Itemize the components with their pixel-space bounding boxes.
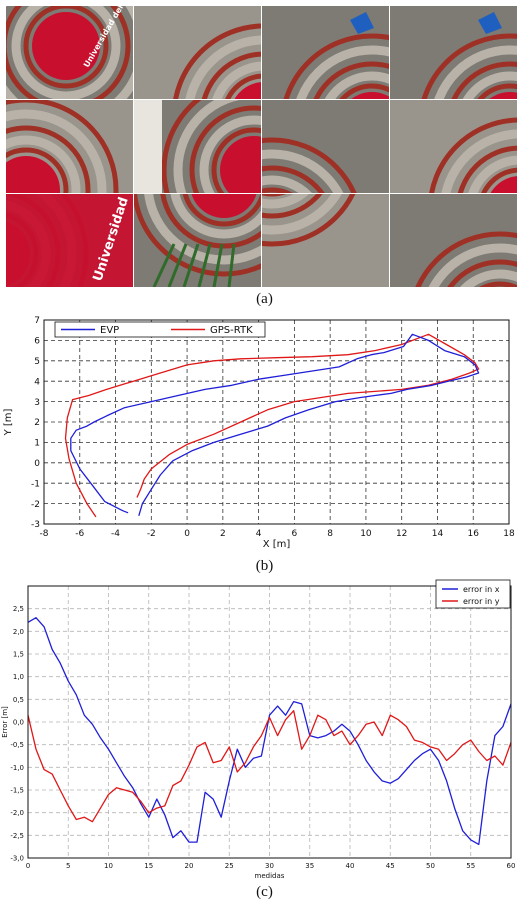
x-tick-label: 8 xyxy=(327,529,333,539)
y-tick-label: 2 xyxy=(34,418,40,428)
grid xyxy=(27,586,512,859)
y-tick-label: 1,0 xyxy=(13,673,24,681)
x-tick-label: 55 xyxy=(466,862,475,870)
x-tick-label: 25 xyxy=(225,862,234,870)
y-tick-label: -1,5 xyxy=(10,786,24,794)
aerial-photo xyxy=(262,6,389,99)
x-tick-label: -4 xyxy=(111,529,120,539)
x-tick-label: 2 xyxy=(220,529,226,539)
series-line-gps-rtk xyxy=(64,333,480,518)
aerial-photo xyxy=(390,6,517,99)
legend: EVP GPS-RTK xyxy=(54,321,266,338)
plot-frame xyxy=(27,585,512,859)
aerial-photo: Universidad del Valle xyxy=(6,194,133,287)
y-tick-label: 7 xyxy=(34,316,40,326)
photo-tile xyxy=(134,100,261,193)
x-tick-label: -8 xyxy=(40,529,49,539)
y-axis-label: Error [m] xyxy=(1,706,9,738)
y-tick-label: 1,5 xyxy=(13,650,24,658)
x-tick-label: 5 xyxy=(66,862,70,870)
aerial-photo: Universidad del Valle xyxy=(6,6,133,99)
legend-label: GPS-RTK xyxy=(210,325,253,336)
x-tick-label: 6 xyxy=(292,529,298,539)
error-chart: 0 5 10 15 20 25 30 35 40 45 50 55 60 -3,0 -2,5 -2,0 -1,5… xyxy=(1,579,516,880)
x-tick-label: 45 xyxy=(386,862,395,870)
y-tick-label: 2,5 xyxy=(13,605,24,613)
y-axis-label: Y [m] xyxy=(3,408,14,436)
y-tick-label: 3 xyxy=(34,398,40,408)
y-tick-label: 0 xyxy=(34,459,40,469)
legend-box xyxy=(435,579,511,609)
plot-frame xyxy=(43,319,510,525)
photo-tile xyxy=(262,6,389,99)
legend-label: error in x xyxy=(463,585,500,594)
x-tick-label: 4 xyxy=(256,529,262,539)
y-tick-label: 1 xyxy=(34,439,40,449)
x-tick-label: 15 xyxy=(144,862,153,870)
x-tick-label: 30 xyxy=(265,862,274,870)
x-tick-label: 50 xyxy=(426,862,435,870)
x-tick-label: -6 xyxy=(75,529,84,539)
photo-tile xyxy=(390,194,517,287)
photo-tile xyxy=(134,6,261,99)
x-axis-label: medidas xyxy=(255,872,285,880)
x-tick-label: 10 xyxy=(360,529,372,539)
y-tick-label: 0,0 xyxy=(13,718,24,726)
x-tick-label: 60 xyxy=(507,862,516,870)
y-tick-label: -2 xyxy=(31,500,40,510)
photo-tile xyxy=(134,194,261,287)
y-tick-label: 2,0 xyxy=(13,628,24,636)
series-line-evp xyxy=(70,333,480,516)
x-axis-label: X [m] xyxy=(263,539,291,550)
x-tick-label: 35 xyxy=(305,862,314,870)
x-tick-label: 0 xyxy=(26,862,30,870)
aerial-photo xyxy=(134,194,261,287)
x-tick-label: 18 xyxy=(503,529,515,539)
aerial-photo xyxy=(390,100,517,193)
photo-tile xyxy=(390,100,517,193)
y-tick-label: -2,5 xyxy=(10,832,24,840)
aerial-photo xyxy=(134,6,261,99)
y-tick-label: -1,0 xyxy=(10,764,24,772)
photo-tile xyxy=(6,100,133,193)
aerial-photo xyxy=(6,100,133,193)
aerial-photo-grid: Universidad del Valle Universidad del Val… xyxy=(6,6,518,288)
aerial-photo xyxy=(390,194,517,287)
y-tick-label: -0,5 xyxy=(10,741,24,749)
aerial-photo xyxy=(262,194,389,287)
y-tick-label: 0,5 xyxy=(13,696,24,704)
y-tick-label: 4 xyxy=(34,377,40,387)
photo-tile xyxy=(262,194,389,287)
x-tick-label: 20 xyxy=(185,862,194,870)
y-tick-label: -1 xyxy=(31,479,40,489)
x-tick-label: -2 xyxy=(147,529,156,539)
photo-tile: Universidad del Valle xyxy=(6,6,133,99)
photo-tile xyxy=(390,6,517,99)
legend: error in x error in y xyxy=(435,579,511,609)
x-tick-label: 40 xyxy=(346,862,355,870)
x-tick-label: 12 xyxy=(396,529,407,539)
y-tick-label: 5 xyxy=(34,357,40,367)
y-tick-label: -3,0 xyxy=(10,854,24,862)
legend-box xyxy=(54,321,266,338)
series-line-error-in-x xyxy=(27,617,512,846)
aerial-photo xyxy=(262,100,389,193)
aerial-photo xyxy=(134,100,261,193)
caption-c: (c) xyxy=(256,884,273,900)
caption-a: (a) xyxy=(256,291,273,307)
x-tick-label: 16 xyxy=(468,529,480,539)
caption-b: (b) xyxy=(255,558,274,574)
x-tick-label: 14 xyxy=(432,529,444,539)
y-tick-label: 6 xyxy=(34,337,40,347)
series-line-error-in-y xyxy=(27,710,512,823)
x-tick-label: 0 xyxy=(184,529,190,539)
x-tick-label: 10 xyxy=(104,862,113,870)
y-tick-label: -3 xyxy=(31,520,40,530)
legend-label: EVP xyxy=(100,325,119,336)
legend-label: error in y xyxy=(463,597,500,606)
y-tick-label: -2,0 xyxy=(10,809,24,817)
photo-tile: Universidad del Valle xyxy=(6,194,133,287)
photo-tile xyxy=(262,100,389,193)
